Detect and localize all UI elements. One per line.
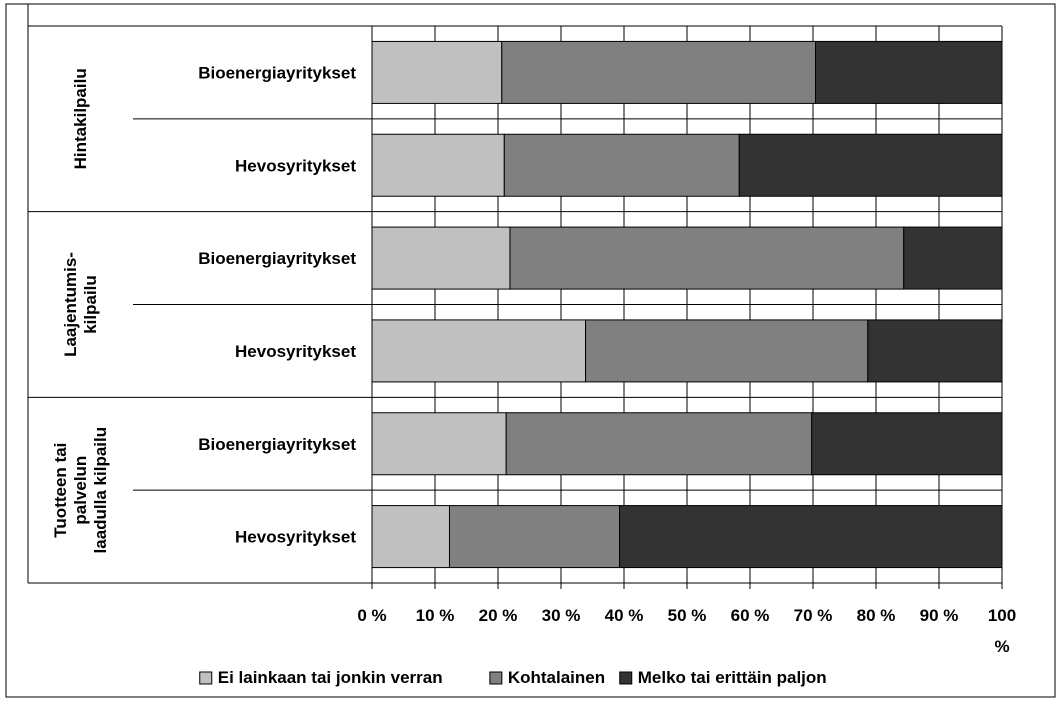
bar-segment bbox=[815, 40, 1003, 104]
bar-segment bbox=[501, 40, 817, 104]
labels: Bioenergiayritykset Hevosyritykset Bioener… bbox=[51, 63, 356, 553]
bar-segment bbox=[619, 505, 1003, 569]
bar-segment bbox=[867, 319, 1003, 383]
category-label: Bioenergiayritykset bbox=[198, 63, 356, 82]
bar-segment bbox=[371, 133, 505, 197]
x-tick-label: 20 % bbox=[479, 606, 518, 625]
legend-swatch bbox=[199, 671, 213, 685]
bars bbox=[371, 40, 1003, 569]
bar-segment bbox=[503, 133, 740, 197]
x-tick-label: 0 % bbox=[357, 606, 386, 625]
category-label: Bioenergiayritykset bbox=[198, 435, 356, 454]
category-label: Bioenergiayritykset bbox=[198, 249, 356, 268]
axes: 0 % 10 % 20 % 30 % 40 % 50 % 60 % 70 % 80 % 90 % 1… bbox=[27, 4, 1016, 656]
group-label: Laajentumis-kilpailu bbox=[61, 252, 100, 357]
bar-segment bbox=[371, 226, 511, 290]
x-tick-label: 50 % bbox=[668, 606, 707, 625]
bar-segment bbox=[738, 133, 1003, 197]
category-label: Hevosyritykset bbox=[235, 156, 356, 175]
bar-segment bbox=[371, 505, 450, 569]
legend-swatch bbox=[619, 671, 633, 685]
bar-segment bbox=[585, 319, 869, 383]
bar-segment bbox=[811, 412, 1003, 476]
x-tick-label: 60 % bbox=[731, 606, 770, 625]
legend-label: Melko tai erittäin paljon bbox=[638, 668, 827, 687]
bar-segment bbox=[903, 226, 1003, 290]
x-tick-label: 10 % bbox=[416, 606, 455, 625]
bar-segment bbox=[371, 40, 503, 104]
group-label: Tuotteen taipalvelunlaadulla kilpailu bbox=[51, 427, 110, 554]
bar-segment bbox=[505, 412, 813, 476]
group-label: Hintakilpailu bbox=[71, 68, 90, 169]
bar-segment bbox=[371, 412, 507, 476]
x-tick-label: 80 % bbox=[857, 606, 896, 625]
legend-label: Kohtalainen bbox=[508, 668, 605, 687]
legend-label: Ei lainkaan tai jonkin verran bbox=[218, 668, 443, 687]
x-tick-label: 70 % bbox=[794, 606, 833, 625]
bar-segment bbox=[371, 319, 587, 383]
x-tick-label: 30 % bbox=[542, 606, 581, 625]
bar-segment bbox=[509, 226, 905, 290]
category-label: Hevosyritykset bbox=[235, 342, 356, 361]
legend-swatch bbox=[489, 671, 503, 685]
category-label: Hevosyritykset bbox=[235, 528, 356, 547]
x-tick-label: 90 % bbox=[920, 606, 959, 625]
bar-segment bbox=[448, 505, 621, 569]
x-tick-label: 100% bbox=[988, 606, 1016, 656]
x-tick-label: 40 % bbox=[605, 606, 644, 625]
legend: Ei lainkaan tai jonkin verran Kohtalainen… bbox=[199, 668, 827, 687]
